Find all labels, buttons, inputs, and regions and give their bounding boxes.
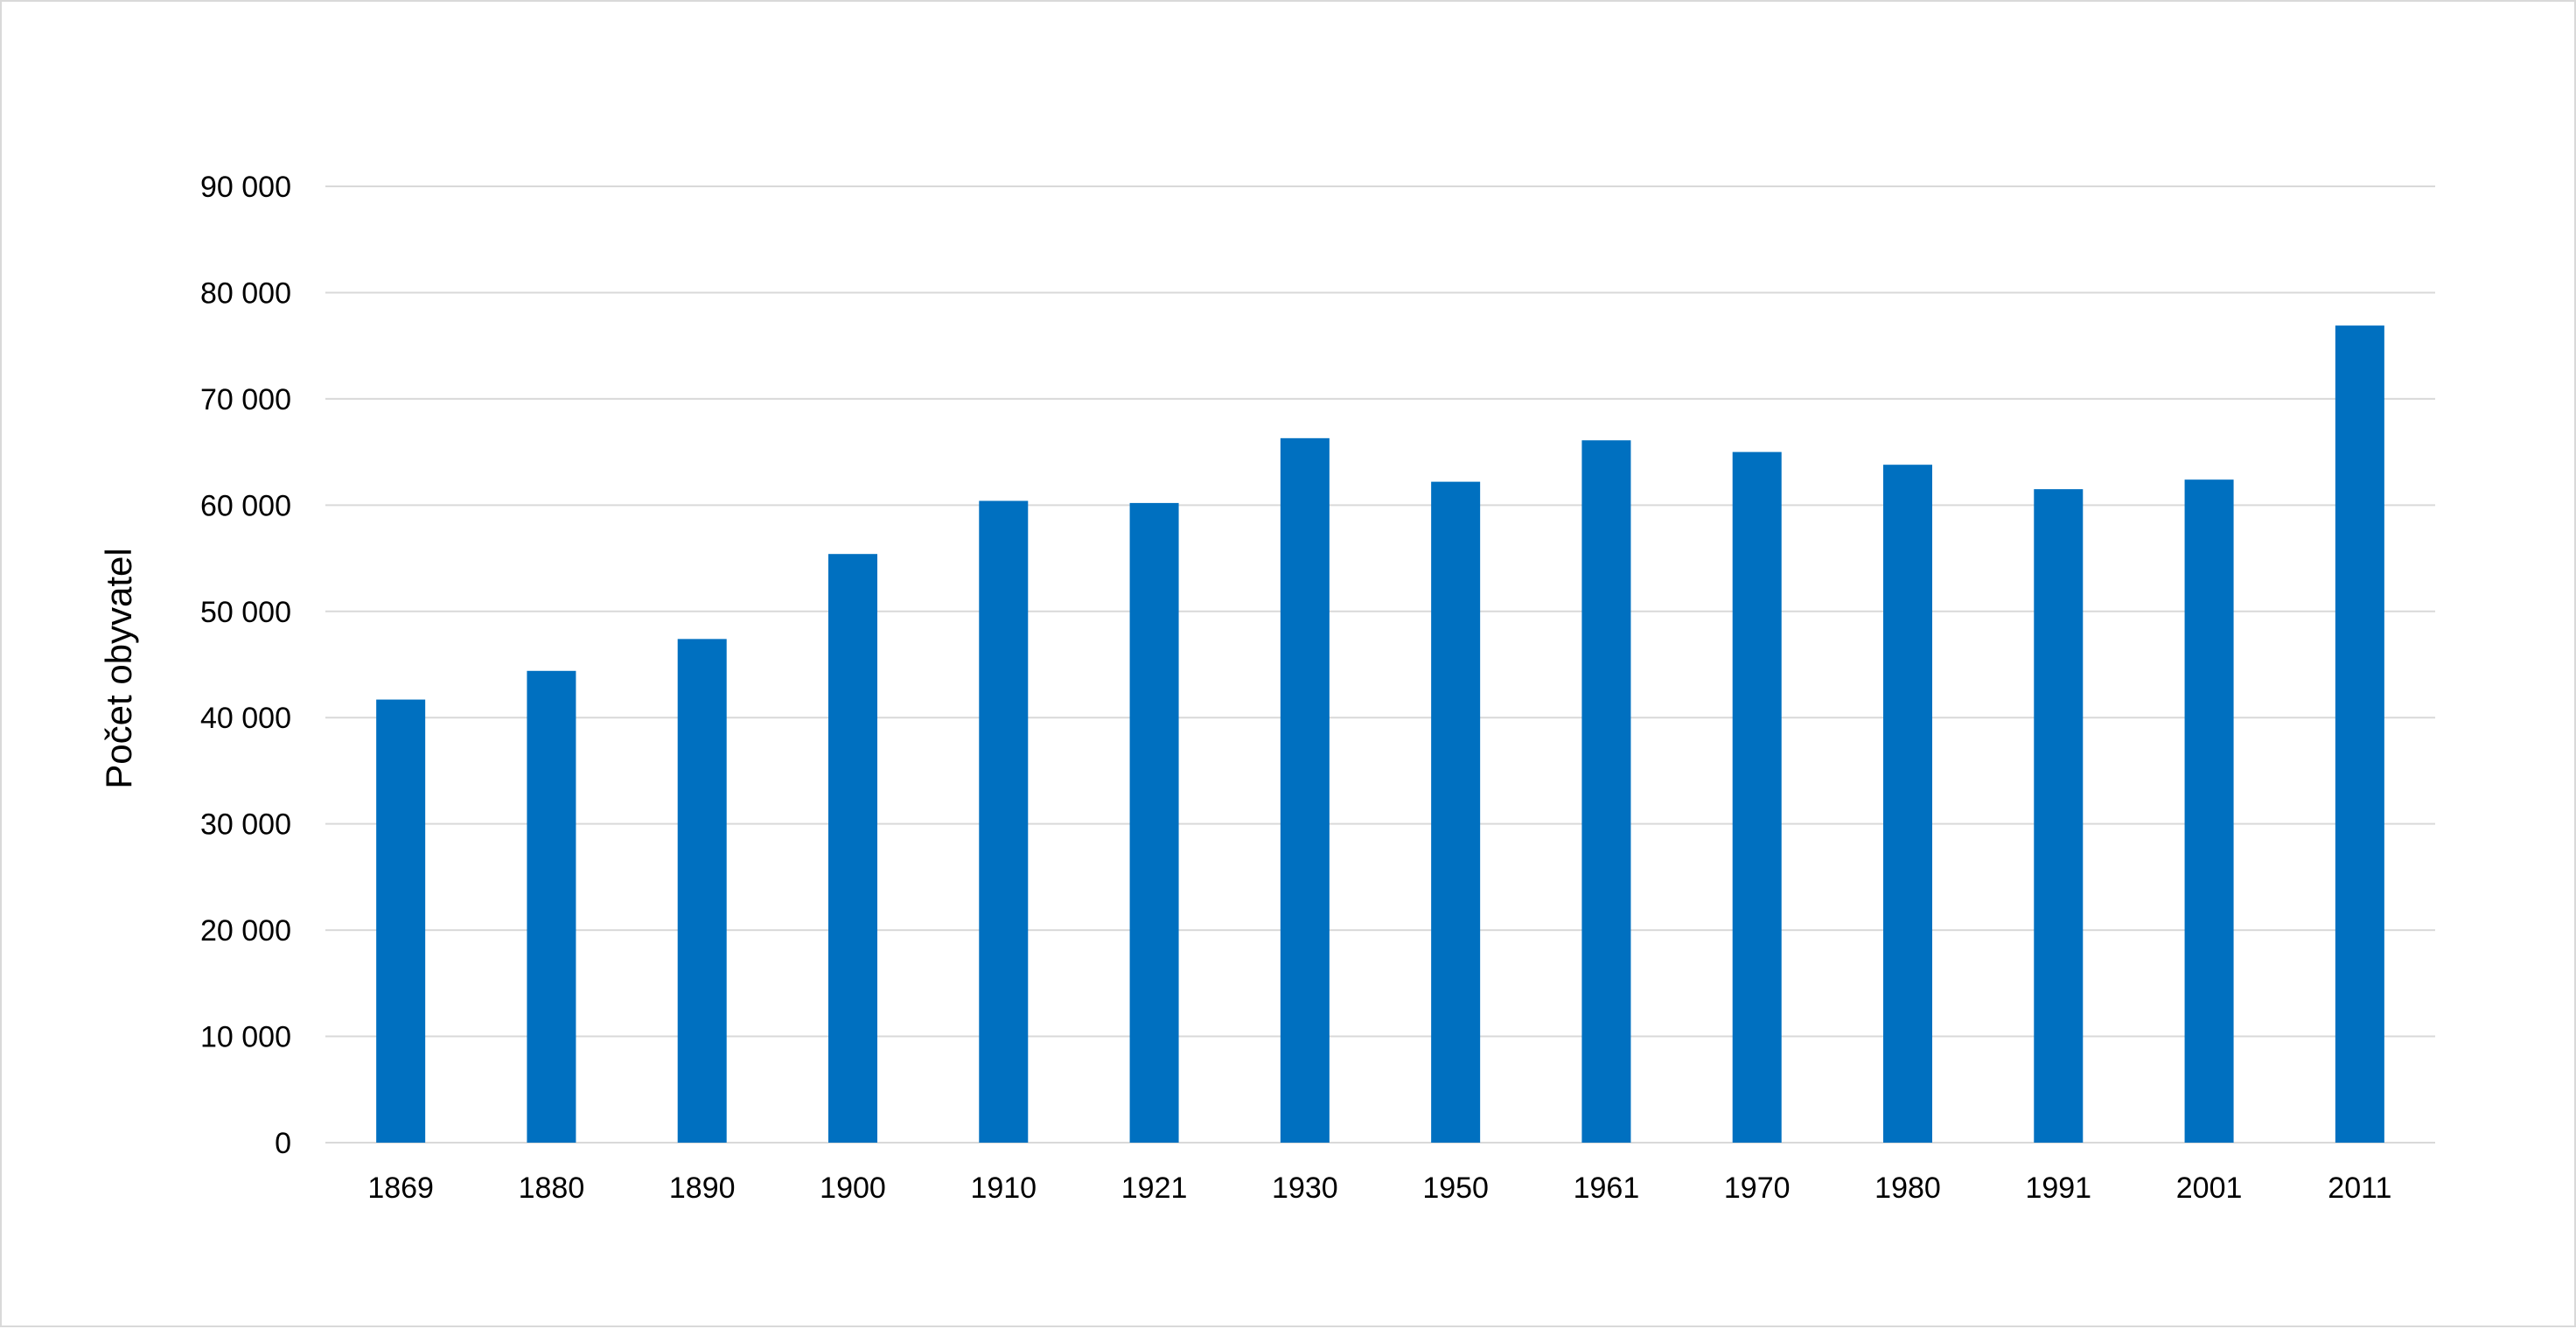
y-tick-label: 20 000 [200,914,291,948]
x-tick-label: 1910 [970,1172,1037,1205]
x-tick-label: 1970 [1724,1172,1791,1205]
bar-1890 [677,639,727,1143]
x-axis: 1869 1880 1890 1900 1910 1921 1930 1950 1961 1970… [367,1172,2391,1205]
x-tick-label: 1961 [1574,1172,1640,1205]
bar-1900 [828,554,877,1143]
x-tick-label: 1900 [820,1172,886,1205]
x-tick-label: 2001 [2176,1172,2243,1205]
y-tick-label: 60 000 [200,489,291,522]
gridlines [325,185,2435,1144]
bar-1970 [1732,451,1782,1143]
y-tick-label: 0 [275,1127,291,1160]
x-tick-label: 1869 [367,1172,434,1205]
x-tick-label: 1980 [1874,1172,1941,1205]
y-tick-label: 80 000 [200,276,291,310]
bar-1950 [1431,481,1481,1143]
x-tick-label: 1890 [669,1172,736,1205]
bar-1930 [1280,437,1330,1143]
y-tick-label: 50 000 [200,596,291,629]
y-tick-label: 30 000 [200,808,291,842]
bar-2011 [2335,325,2384,1143]
bar-1880 [527,670,576,1143]
bar-1869 [376,699,426,1143]
bar-1980 [1883,465,1932,1143]
x-tick-label: 1991 [2025,1172,2091,1205]
bar-1921 [1129,502,1179,1143]
x-tick-label: 1950 [1422,1172,1489,1205]
x-tick-label: 1921 [1121,1172,1188,1205]
bars [376,325,2384,1144]
bar-2001 [2184,479,2234,1143]
y-tick-label: 10 000 [200,1021,291,1054]
y-tick-label: 40 000 [200,702,291,735]
x-tick-label: 2011 [2328,1172,2391,1205]
x-tick-label: 1880 [519,1172,585,1205]
y-axis: 0 10 000 20 000 30 000 40 000 50 000 60 000 70 … [200,171,291,1160]
bar-1991 [2034,489,2084,1143]
y-tick-label: 70 000 [200,383,291,416]
y-axis-title: Počet obyvatel [98,548,139,789]
y-tick-label: 90 000 [200,171,291,204]
bar-1910 [979,500,1029,1143]
bar-1961 [1581,440,1631,1144]
x-tick-label: 1930 [1272,1172,1338,1205]
